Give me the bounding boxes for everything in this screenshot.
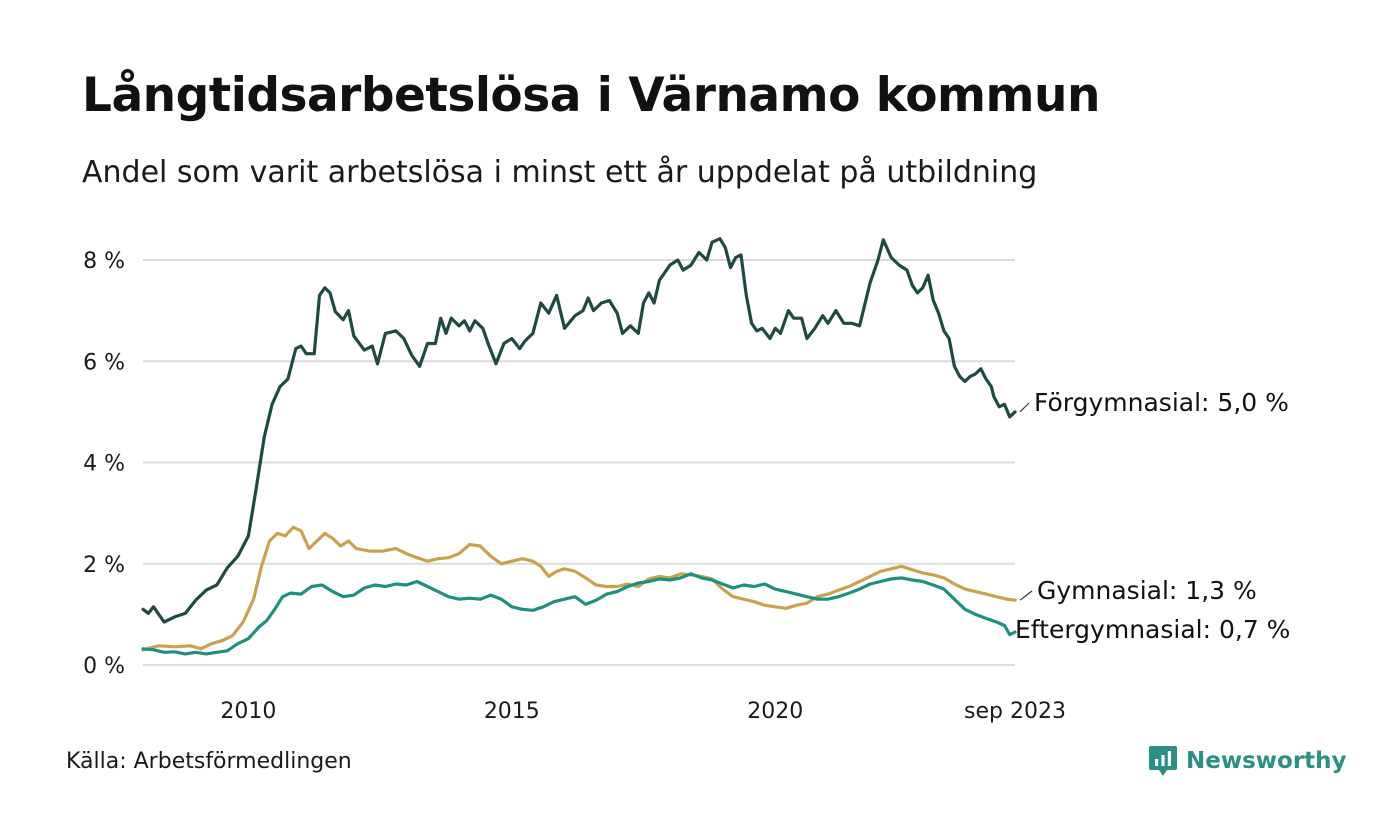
y-tick-label: 6 %: [83, 350, 125, 375]
x-tick-label: 2020: [747, 699, 803, 724]
y-tick-label: 4 %: [83, 452, 125, 477]
y-axis-ticks: 0 % 2 % 4 % 6 % 8 %: [83, 249, 125, 679]
gridlines: [143, 259, 1015, 666]
x-axis-ticks: 2010 2015 2020 sep 2023: [220, 699, 1066, 724]
brand-logo[interactable]: Newsworthy: [1148, 744, 1347, 778]
x-tick-label: sep 2023: [964, 699, 1066, 724]
chart-title: Långtidsarbetslösa i Värnamo kommun: [82, 68, 1100, 123]
y-tick-label: 8 %: [83, 249, 125, 274]
newsworthy-icon: [1149, 746, 1177, 776]
end-labels: Förgymnasial: 5,0 % Gymnasial: 1,3 % Efter…: [1015, 388, 1290, 644]
x-tick-label: 2010: [220, 699, 276, 724]
series-line-forgymnasial: [141, 237, 1017, 624]
end-label-gymnasial: Gymnasial: 1,3 %: [1037, 576, 1257, 605]
chart-subtitle: Andel som varit arbetslösa i minst ett å…: [82, 155, 1038, 190]
label-leader-forgymnasial: [1019, 402, 1030, 413]
end-label-forgymnasial: Förgymnasial: 5,0 %: [1034, 388, 1289, 417]
x-tick-label: 2015: [484, 699, 540, 724]
brand-name: Newsworthy: [1186, 748, 1347, 774]
label-leader-gymnasial: [1019, 590, 1033, 601]
series-line-gymnasial: [141, 525, 1017, 652]
series-line-eftergymnasial: [141, 572, 1017, 656]
y-tick-label: 2 %: [83, 553, 125, 578]
series-lines: [141, 237, 1017, 656]
end-label-eftergymnasial: Eftergymnasial: 0,7 %: [1015, 615, 1290, 644]
y-tick-label: 0 %: [83, 654, 125, 679]
source-note: Källa: Arbetsförmedlingen: [66, 749, 352, 774]
